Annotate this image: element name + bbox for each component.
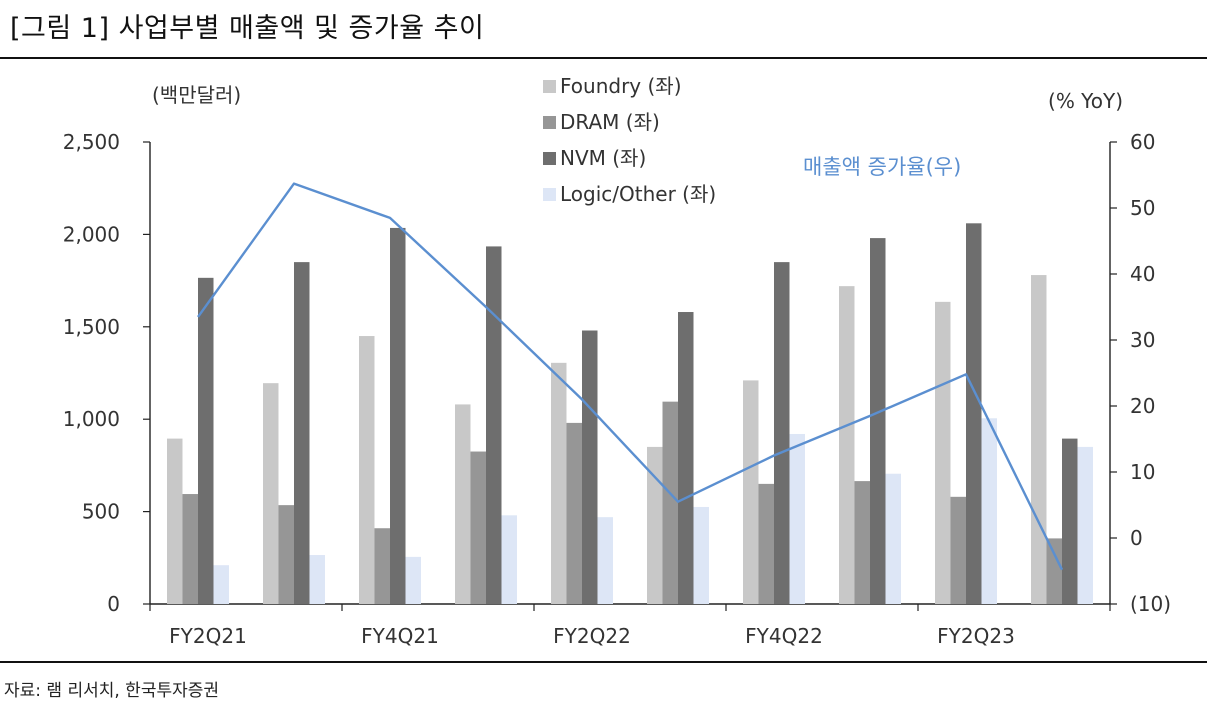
right-axis-tick-label: 30 <box>1130 328 1155 352</box>
bar-nvm-fy1q22 <box>486 246 502 605</box>
legend-label: Foundry (좌) <box>560 74 682 98</box>
right-axis-tick-label: 10 <box>1130 460 1155 484</box>
bar-foundry-fy1q22 <box>455 404 471 604</box>
right-axis-unit-label: (% YoY) <box>1048 89 1123 113</box>
bar-dram-fy3q21 <box>278 505 294 604</box>
left-axis-tick-label: 2,500 <box>63 130 120 154</box>
chart-axes: 0 500 1,000 1,500 2,000 2,500 (10) 0 10 20 30 40 50 6… <box>63 83 1171 648</box>
legend-label: DRAM (좌) <box>560 110 660 134</box>
bar-foundry-fy4q21 <box>359 336 375 604</box>
bar-dram-fy1q23 <box>854 481 870 604</box>
legend-swatch-foundry <box>543 80 556 93</box>
right-axis-tick-label: 60 <box>1130 130 1155 154</box>
left-axis-unit-label: (백만달러) <box>152 83 241 107</box>
bar-dram-fy1q22 <box>470 451 486 604</box>
right-axis-tick-label: 40 <box>1130 262 1155 286</box>
bar-foundry-fy1q23 <box>839 286 855 604</box>
left-axis-tick-label: 1,500 <box>63 315 120 339</box>
bar-logicother-fy4q22 <box>789 433 805 604</box>
left-axis-tick-label: 0 <box>107 592 120 616</box>
bar-dram-fy4q22 <box>758 483 774 604</box>
bar-dram-fy4q21 <box>374 528 390 604</box>
bar-logicother-fy4q21 <box>405 556 421 604</box>
legend-swatch-dram <box>543 116 556 129</box>
bar-dram-fy2q22 <box>566 422 582 604</box>
x-axis-tick-label: FY2Q23 <box>937 624 1015 648</box>
bar-logicother-fy3q21 <box>309 555 325 604</box>
bar-nvm-fy1q23 <box>870 238 886 604</box>
x-axis-tick-label: FY2Q21 <box>169 624 247 648</box>
bar-logicother-fy2q21 <box>213 565 229 604</box>
left-axis-tick-label: 1,000 <box>63 407 120 431</box>
bar-logicother-fy1q22 <box>501 515 517 604</box>
legend-label: Logic/Other (좌) <box>560 182 716 206</box>
x-axis-tick-label: FY2Q22 <box>553 624 631 648</box>
bar-nvm-fy4q22 <box>774 262 790 604</box>
legend-label: NVM (좌) <box>560 146 646 170</box>
bar-foundry-fy3q21 <box>263 383 279 604</box>
bar-foundry-fy3q23 <box>1031 275 1047 604</box>
bar-logicother-fy2q22 <box>597 517 613 604</box>
bar-logicother-fy3q23 <box>1077 446 1093 604</box>
legend-swatch-nvm <box>543 152 556 165</box>
left-axis-tick-label: 2,000 <box>63 222 120 246</box>
growth-line <box>197 182 1064 571</box>
bar-foundry-fy2q21 <box>167 438 183 604</box>
bar-dram-fy3q23 <box>1046 538 1062 604</box>
bar-dram-fy2q21 <box>182 494 198 604</box>
bar-logicother-fy1q23 <box>885 473 901 604</box>
bar-nvm-fy2q21 <box>198 277 214 604</box>
bar-dram-fy3q22 <box>662 401 678 604</box>
right-axis-tick-label: (10) <box>1130 592 1171 616</box>
bar-logicother-fy2q23 <box>981 418 997 604</box>
bar-dram-fy2q23 <box>950 496 966 604</box>
figure-title: [그림 1] 사업부별 매출액 및 증가율 추이 <box>10 13 485 44</box>
bar-foundry-fy2q22 <box>551 362 567 604</box>
bar-nvm-fy3q23 <box>1062 438 1078 604</box>
bar-nvm-fy4q21 <box>390 227 406 604</box>
bar-foundry-fy2q23 <box>935 301 951 604</box>
right-axis-tick-label: 50 <box>1130 196 1155 220</box>
left-axis-tick-label: 500 <box>82 500 120 524</box>
bar-nvm-fy2q23 <box>966 223 982 604</box>
x-axis-tick-label: FY4Q22 <box>745 624 823 648</box>
growth-line-path <box>197 182 1064 571</box>
bar-foundry-fy4q22 <box>743 380 759 604</box>
bar-marks <box>167 223 1093 605</box>
right-axis-tick-label: 20 <box>1130 394 1155 418</box>
bar-logicother-fy3q22 <box>693 506 709 604</box>
bar-nvm-fy3q21 <box>294 262 310 604</box>
bar-nvm-fy2q22 <box>582 330 598 604</box>
bar-foundry-fy3q22 <box>647 446 663 604</box>
legend-line-label: 매출액 증가율(우) <box>803 155 961 179</box>
top-rule <box>0 57 1207 59</box>
legend-swatch-logicother <box>543 188 556 201</box>
x-axis-tick-label: FY4Q21 <box>361 624 439 648</box>
right-axis-tick-label: 0 <box>1130 526 1143 550</box>
bottom-rule <box>0 661 1207 663</box>
revenue-growth-chart: 0 500 1,000 1,500 2,000 2,500 (10) 0 10 20 30 40 50 6… <box>63 74 1171 648</box>
source-note: 자료: 램 리서치, 한국투자증권 <box>4 681 220 701</box>
chart-legend: Foundry (좌) DRAM (좌) NVM (좌) Logic/Other (좌… <box>543 74 961 206</box>
bar-nvm-fy3q22 <box>678 312 694 604</box>
